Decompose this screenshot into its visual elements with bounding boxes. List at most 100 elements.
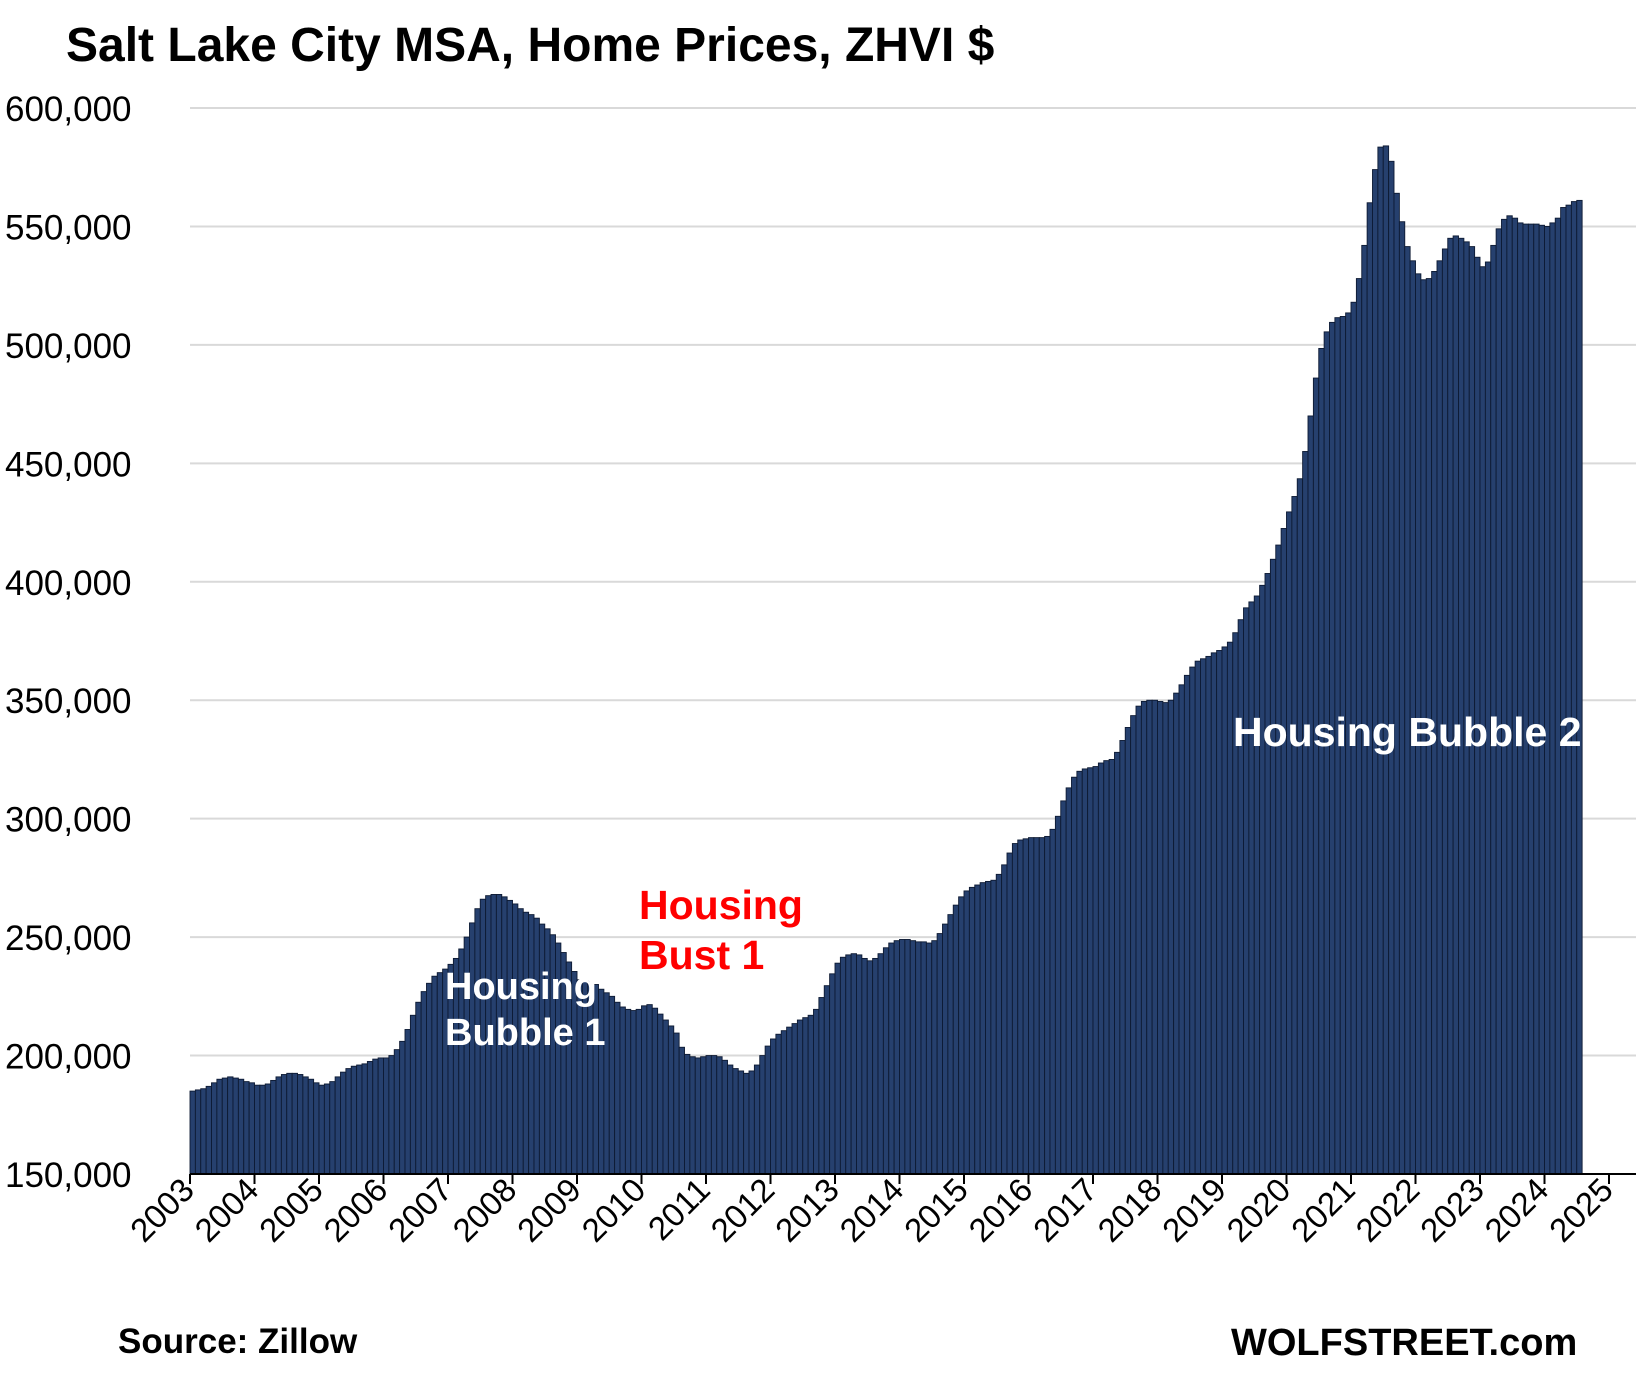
bar [1302, 451, 1309, 1175]
bar [431, 975, 438, 1175]
bar [753, 1064, 761, 1175]
bar [1533, 223, 1540, 1175]
bar [904, 939, 911, 1175]
bar [641, 1005, 648, 1175]
bar [684, 1053, 691, 1175]
source-note: Source: Zillow [118, 1322, 358, 1361]
bar [1124, 727, 1132, 1175]
annotation-housing-bubble-2: Housing Bubble 2 [1233, 709, 1582, 755]
credit-text: WOLFSTREET.com [1231, 1322, 1578, 1364]
bar [205, 1085, 212, 1175]
bar [834, 962, 841, 1175]
bar [807, 1014, 814, 1175]
x-axis-tick-labels: 2003200420052006200720082009201020112012… [123, 1171, 1620, 1249]
bar [942, 923, 949, 1175]
bar [1398, 221, 1406, 1175]
bar [404, 1029, 411, 1175]
bar [823, 985, 831, 1175]
bar [667, 1025, 675, 1175]
bar [1269, 558, 1277, 1175]
bar [1200, 658, 1207, 1175]
bar [1103, 760, 1110, 1175]
bar [888, 942, 895, 1175]
y-tick-label: 550,000 [5, 208, 132, 247]
bar [1130, 715, 1137, 1175]
bar [721, 1059, 728, 1175]
bar [678, 1046, 685, 1175]
bar [334, 1076, 341, 1175]
bar [1097, 762, 1105, 1175]
bar [1087, 767, 1094, 1175]
y-tick-label: 500,000 [5, 327, 132, 366]
bar [1028, 837, 1035, 1175]
bar [1049, 828, 1056, 1175]
bar [985, 880, 992, 1175]
bar [227, 1076, 234, 1175]
bar [323, 1083, 331, 1175]
bar [748, 1070, 755, 1175]
bar [254, 1084, 261, 1175]
bar [1538, 224, 1545, 1175]
bar [383, 1057, 390, 1175]
bar [813, 1008, 820, 1175]
bar [1135, 705, 1142, 1175]
bar [899, 939, 906, 1175]
bar [415, 1001, 422, 1175]
bar [936, 933, 943, 1175]
bar [839, 956, 847, 1175]
bar [1565, 204, 1572, 1175]
bar [1312, 377, 1320, 1175]
bar [366, 1061, 374, 1175]
bar [963, 890, 970, 1175]
bar [1001, 864, 1008, 1175]
bar [850, 953, 857, 1175]
bar [1296, 478, 1304, 1175]
bar [232, 1077, 239, 1175]
bar [877, 953, 884, 1175]
bar [436, 972, 444, 1175]
bar [275, 1076, 282, 1175]
bar [1264, 573, 1271, 1175]
bar [1511, 217, 1519, 1175]
bar [608, 995, 616, 1175]
bar [1248, 601, 1255, 1175]
y-tick-label: 600,000 [5, 90, 132, 129]
bar [1452, 235, 1459, 1175]
bar [393, 1049, 401, 1175]
bar [716, 1056, 723, 1175]
bar [356, 1064, 363, 1175]
bar [216, 1078, 223, 1175]
bar [409, 1014, 417, 1175]
x-axis [189, 1173, 1636, 1184]
bar [1011, 843, 1019, 1175]
bar [1054, 815, 1062, 1175]
bar [1157, 700, 1164, 1175]
bar [925, 942, 933, 1175]
annotation-housing-bust-1: Housing Bust 1 [639, 880, 803, 980]
bar [1382, 145, 1390, 1175]
bar [662, 1019, 669, 1175]
bar [952, 904, 960, 1175]
bar [968, 886, 976, 1175]
bar [829, 973, 836, 1175]
bar [1092, 766, 1099, 1175]
bar [1167, 699, 1175, 1175]
bar [1162, 702, 1169, 1175]
bar [243, 1081, 250, 1175]
bar [248, 1082, 255, 1175]
bar [786, 1026, 793, 1175]
bar [861, 957, 868, 1175]
bar [990, 879, 997, 1175]
bar [619, 1006, 626, 1175]
bar [286, 1072, 293, 1175]
bar [1038, 837, 1046, 1175]
annotation-bubble1-line1: Housing [445, 966, 597, 1008]
y-tick-label: 150,000 [5, 1156, 132, 1195]
bar [974, 884, 981, 1175]
bar [264, 1083, 272, 1175]
bar [1210, 652, 1218, 1175]
bar [1189, 666, 1196, 1175]
bar [1259, 584, 1266, 1175]
bar [689, 1056, 696, 1175]
bar [791, 1023, 798, 1175]
